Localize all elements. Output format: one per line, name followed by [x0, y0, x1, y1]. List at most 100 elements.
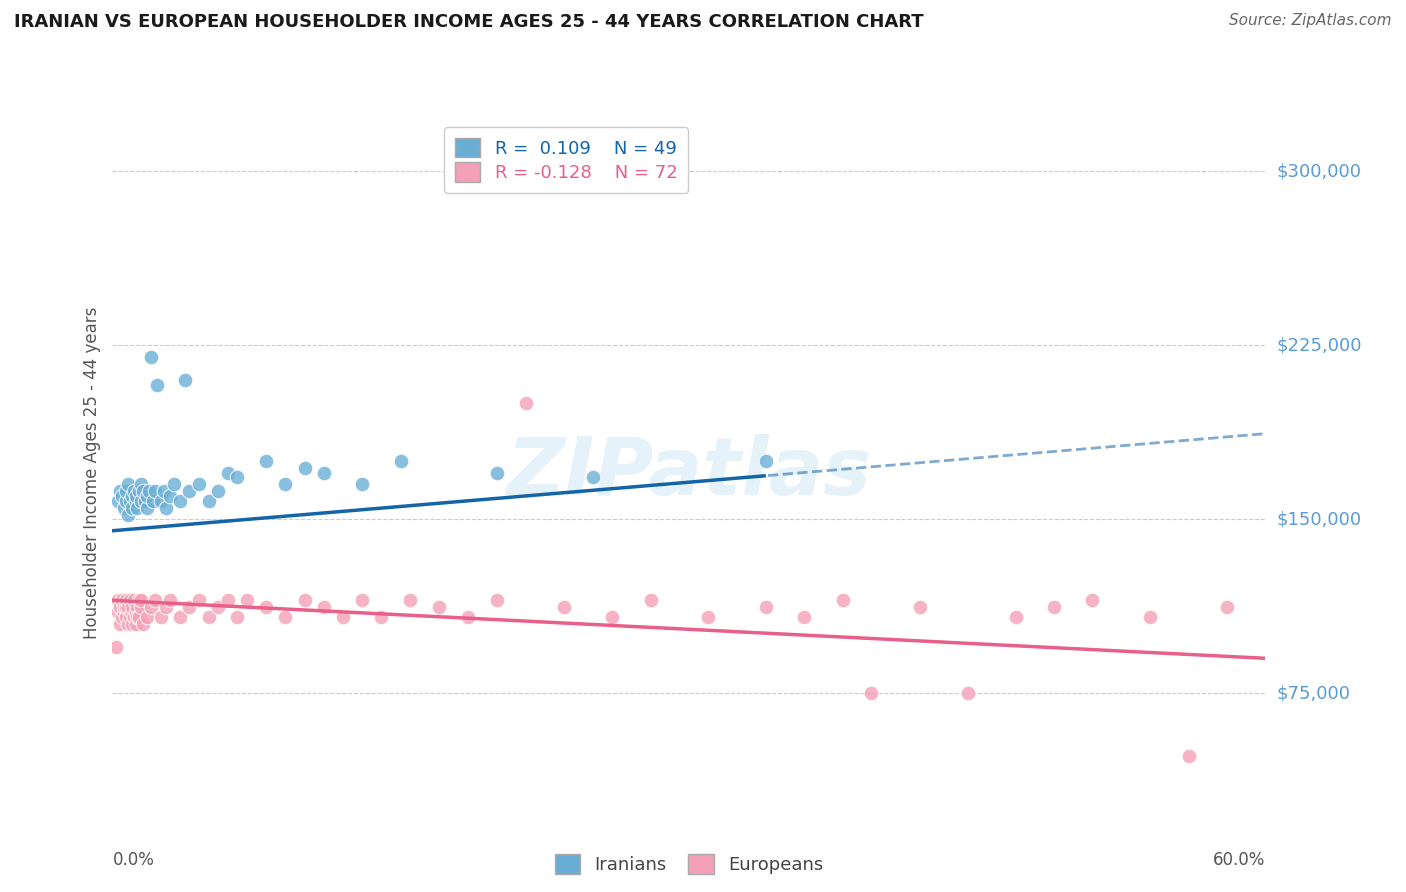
- Point: [485, 593, 508, 607]
- Point: [755, 454, 778, 468]
- Point: [860, 686, 883, 700]
- Point: [121, 489, 143, 503]
- Y-axis label: Householder Income Ages 25 - 44 years: Householder Income Ages 25 - 44 years: [83, 307, 101, 639]
- Point: [121, 605, 143, 619]
- Point: [187, 477, 211, 491]
- Text: $225,000: $225,000: [1277, 336, 1362, 354]
- Point: [600, 609, 623, 624]
- Point: [115, 484, 138, 499]
- Point: [136, 609, 159, 624]
- Point: [640, 593, 662, 607]
- Point: [127, 609, 149, 624]
- Point: [121, 600, 143, 615]
- Point: [831, 593, 853, 607]
- Point: [1177, 748, 1199, 763]
- Point: [197, 493, 219, 508]
- Point: [111, 489, 134, 503]
- Point: [121, 500, 143, 515]
- Point: [312, 600, 335, 615]
- Point: [207, 484, 229, 499]
- Text: 0.0%: 0.0%: [112, 851, 155, 869]
- Point: [111, 593, 134, 607]
- Point: [127, 600, 149, 615]
- Point: [274, 477, 297, 491]
- Point: [908, 600, 931, 615]
- Point: [332, 609, 354, 624]
- Point: [143, 484, 166, 499]
- Point: [352, 593, 374, 607]
- Point: [697, 609, 720, 624]
- Point: [1081, 593, 1104, 607]
- Point: [118, 493, 141, 508]
- Point: [115, 600, 138, 615]
- Point: [174, 373, 197, 387]
- Point: [1139, 609, 1161, 624]
- Point: [129, 600, 153, 615]
- Point: [274, 609, 297, 624]
- Point: [124, 616, 146, 631]
- Point: [207, 600, 229, 615]
- Point: [107, 593, 129, 607]
- Point: [129, 477, 153, 491]
- Point: [145, 377, 167, 392]
- Point: [128, 484, 150, 499]
- Point: [155, 500, 177, 515]
- Point: [112, 500, 135, 515]
- Point: [226, 609, 249, 624]
- Point: [485, 466, 508, 480]
- Point: [112, 605, 135, 619]
- Point: [312, 466, 335, 480]
- Point: [389, 454, 412, 468]
- Point: [115, 593, 138, 607]
- Text: $150,000: $150,000: [1277, 510, 1361, 528]
- Point: [515, 396, 537, 410]
- Point: [132, 484, 155, 499]
- Text: IRANIAN VS EUROPEAN HOUSEHOLDER INCOME AGES 25 - 44 YEARS CORRELATION CHART: IRANIAN VS EUROPEAN HOUSEHOLDER INCOME A…: [14, 13, 924, 31]
- Point: [138, 484, 160, 499]
- Point: [149, 609, 172, 624]
- Point: [254, 600, 277, 615]
- Point: [117, 600, 139, 615]
- Point: [108, 600, 131, 615]
- Point: [134, 493, 156, 508]
- Point: [115, 609, 138, 624]
- Legend: Iranians, Europeans: Iranians, Europeans: [547, 847, 831, 881]
- Point: [217, 593, 239, 607]
- Point: [117, 477, 139, 491]
- Point: [136, 500, 159, 515]
- Point: [124, 489, 146, 503]
- Point: [129, 493, 153, 508]
- Point: [1004, 609, 1026, 624]
- Point: [153, 484, 176, 499]
- Point: [254, 454, 277, 468]
- Point: [112, 600, 135, 615]
- Point: [132, 616, 155, 631]
- Point: [108, 484, 131, 499]
- Point: [122, 609, 145, 624]
- Point: [1216, 600, 1239, 615]
- Point: [457, 609, 479, 624]
- Point: [197, 609, 219, 624]
- Point: [217, 466, 239, 480]
- Point: [121, 616, 143, 631]
- Point: [127, 500, 149, 515]
- Text: $300,000: $300,000: [1277, 162, 1361, 180]
- Point: [169, 493, 191, 508]
- Point: [169, 609, 191, 624]
- Point: [159, 593, 181, 607]
- Text: Source: ZipAtlas.com: Source: ZipAtlas.com: [1229, 13, 1392, 29]
- Point: [1043, 600, 1066, 615]
- Point: [139, 600, 162, 615]
- Point: [118, 593, 141, 607]
- Point: [139, 350, 162, 364]
- Point: [122, 593, 145, 607]
- Text: ZIPatlas: ZIPatlas: [506, 434, 872, 512]
- Point: [553, 600, 575, 615]
- Point: [582, 470, 605, 484]
- Point: [118, 609, 141, 624]
- Point: [107, 493, 129, 508]
- Point: [117, 508, 139, 522]
- Text: 60.0%: 60.0%: [1213, 851, 1265, 869]
- Point: [427, 600, 450, 615]
- Point: [128, 609, 150, 624]
